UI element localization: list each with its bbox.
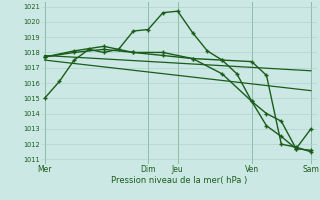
X-axis label: Pression niveau de la mer( hPa ): Pression niveau de la mer( hPa ) — [111, 176, 247, 185]
